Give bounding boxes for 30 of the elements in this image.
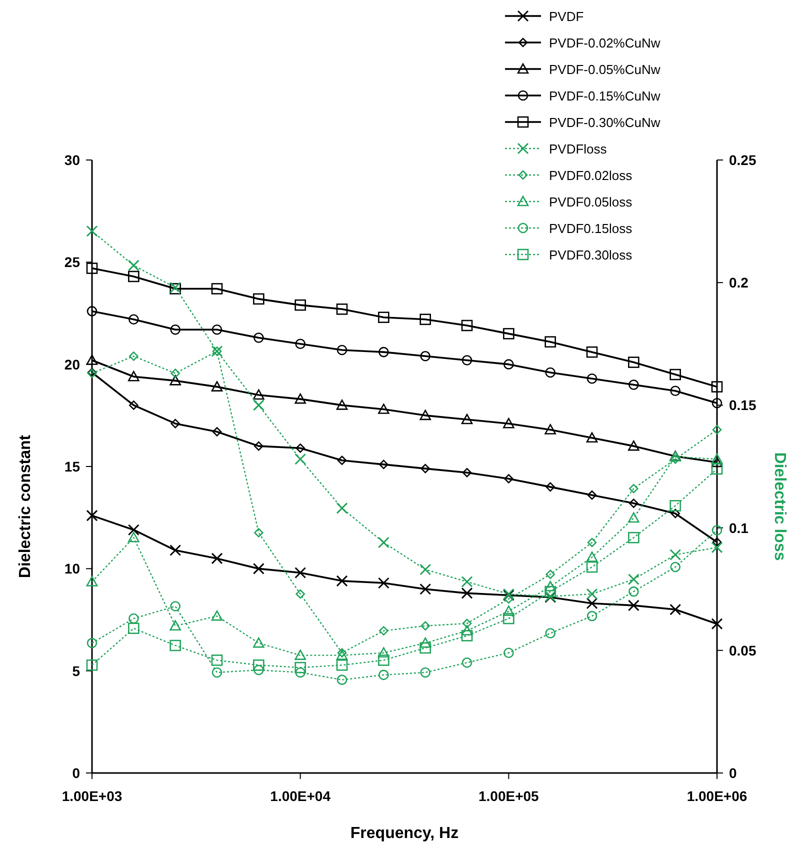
legend-label: PVDF: [549, 9, 584, 24]
legend-label: PVDF0.05loss: [549, 194, 633, 210]
legend-label: PVDF0.30loss: [549, 248, 633, 262]
legend-label: PVDF0.15loss: [549, 221, 633, 236]
y-tick-label: 30: [64, 152, 80, 168]
y2-tick-label: 0.2: [729, 274, 749, 291]
legend-label: PVDF0.02loss: [549, 168, 633, 183]
y-tick-label: 25: [64, 254, 80, 270]
legend-label: PVDF-0.15%CuNw: [549, 88, 661, 104]
x-axis-title: Frequency, Hz: [350, 825, 459, 842]
y-tick-label: 0: [72, 765, 80, 781]
y-tick-label: 10: [64, 560, 80, 577]
y-tick-label: 20: [64, 356, 80, 372]
x-tick-label: 1.00E+06: [686, 788, 748, 804]
x-tick-label: 1.00E+03: [62, 788, 122, 804]
y-tick-label: 15: [64, 458, 80, 474]
y2-tick-label: 0.1: [729, 520, 749, 536]
legend-label: PVDF-0.30%CuNw: [549, 115, 661, 130]
y2-tick-label: 0: [729, 765, 737, 781]
x-tick-label: 1.00E+05: [478, 788, 540, 804]
y2-axis-title: Dielectric loss: [771, 452, 788, 561]
x-tick-label: 1.00E+04: [270, 788, 331, 804]
legend-label: PVDF-0.05%CuNw: [549, 62, 661, 77]
y2-tick-label: 0.15: [729, 397, 756, 414]
y-tick-label: 5: [72, 662, 80, 679]
legend-label: PVDF-0.02%CuNw: [549, 36, 661, 50]
y2-tick-label: 0.05: [729, 642, 756, 658]
y2-tick-label: 0.25: [729, 152, 756, 168]
y-axis-title: Dielectric constant: [17, 434, 34, 578]
legend-label: PVDFloss: [549, 142, 608, 156]
